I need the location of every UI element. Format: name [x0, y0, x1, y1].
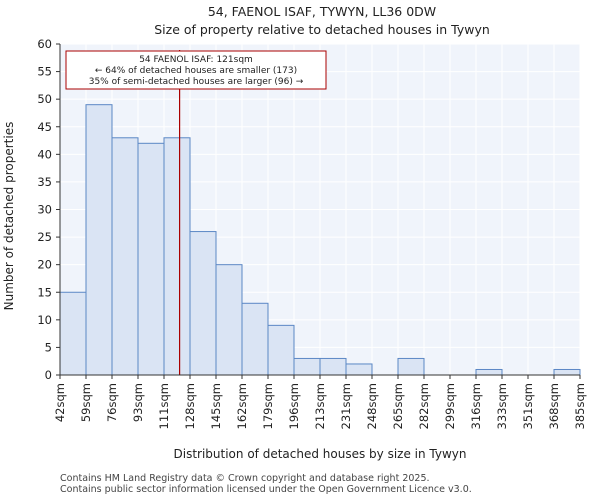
x-tick-label: 59sqm [79, 383, 93, 422]
x-tick-label: 179sqm [261, 383, 275, 429]
x-tick-label: 93sqm [131, 383, 145, 422]
y-tick-label: 50 [37, 92, 52, 106]
x-tick-label: 162sqm [235, 383, 249, 429]
x-tick-label: 248sqm [365, 383, 379, 429]
histogram-bar [85, 104, 113, 376]
x-tick-label: 282sqm [417, 383, 431, 429]
histogram-bar [345, 363, 373, 376]
y-tick-label: 30 [37, 203, 52, 217]
x-tick-label: 196sqm [287, 383, 301, 429]
y-tick-label: 40 [37, 147, 52, 161]
histogram-bar [397, 357, 425, 376]
histogram-bar [293, 357, 321, 376]
x-tick-label: 111sqm [157, 383, 171, 429]
histogram-bar [475, 368, 503, 376]
footer-attribution-line-1: Contains HM Land Registry data © Crown c… [60, 473, 430, 484]
x-tick-label: 265sqm [391, 383, 405, 429]
x-tick-label: 76sqm [105, 383, 119, 422]
annotation-title: 54 FAENOL ISAF: 121sqm [139, 55, 253, 65]
x-axis-label: Distribution of detached houses by size … [174, 447, 467, 461]
y-tick-label: 5 [45, 340, 52, 354]
y-tick-label: 55 [37, 65, 52, 79]
footer-attribution-line-2: Contains public sector information licen… [60, 484, 472, 495]
histogram-bar [59, 291, 87, 376]
y-tick-label: 10 [37, 313, 52, 327]
x-tick-label: 231sqm [339, 383, 353, 429]
y-tick-label: 15 [37, 285, 52, 299]
histogram-bar [267, 324, 295, 376]
y-tick-label: 0 [45, 368, 52, 382]
x-tick-label: 368sqm [547, 383, 561, 429]
histogram-bar [241, 302, 269, 376]
histogram-bar [163, 137, 191, 376]
annotation-larger-text: 35% of semi-detached houses are larger (… [89, 77, 304, 87]
annotation-smaller-text: ← 64% of detached houses are smaller (17… [95, 66, 297, 76]
x-tick-label: 385sqm [573, 383, 587, 429]
x-tick-label: 128sqm [183, 383, 197, 429]
y-axis-label: Number of detached properties [2, 122, 16, 311]
x-tick-label: 213sqm [313, 383, 327, 429]
histogram-bar [137, 142, 165, 376]
x-tick-label: 316sqm [469, 383, 483, 429]
x-tick-label: 333sqm [495, 383, 509, 429]
chart-title: 54, FAENOL ISAF, TYWYN, LL36 0DW [208, 4, 436, 19]
histogram-bar [189, 231, 217, 376]
y-tick-label: 60 [37, 37, 52, 51]
histogram-chart: 54, FAENOL ISAF, TYWYN, LL36 0DW Size of… [2, 4, 587, 461]
x-tick-label: 145sqm [209, 383, 223, 429]
x-tick-label: 299sqm [443, 383, 457, 429]
histogram-bar [553, 368, 581, 376]
histogram-bar [319, 357, 347, 376]
y-tick-label: 20 [37, 258, 52, 272]
x-tick-label: 351sqm [521, 383, 535, 429]
histogram-bar [215, 264, 243, 376]
chart-subtitle: Size of property relative to detached ho… [154, 22, 490, 37]
x-tick-label: 42sqm [53, 383, 67, 422]
y-tick-label: 25 [37, 230, 52, 244]
annotation-box [65, 50, 327, 90]
histogram-bar [111, 137, 139, 376]
y-tick-label: 45 [37, 120, 52, 134]
y-tick-label: 35 [37, 175, 52, 189]
